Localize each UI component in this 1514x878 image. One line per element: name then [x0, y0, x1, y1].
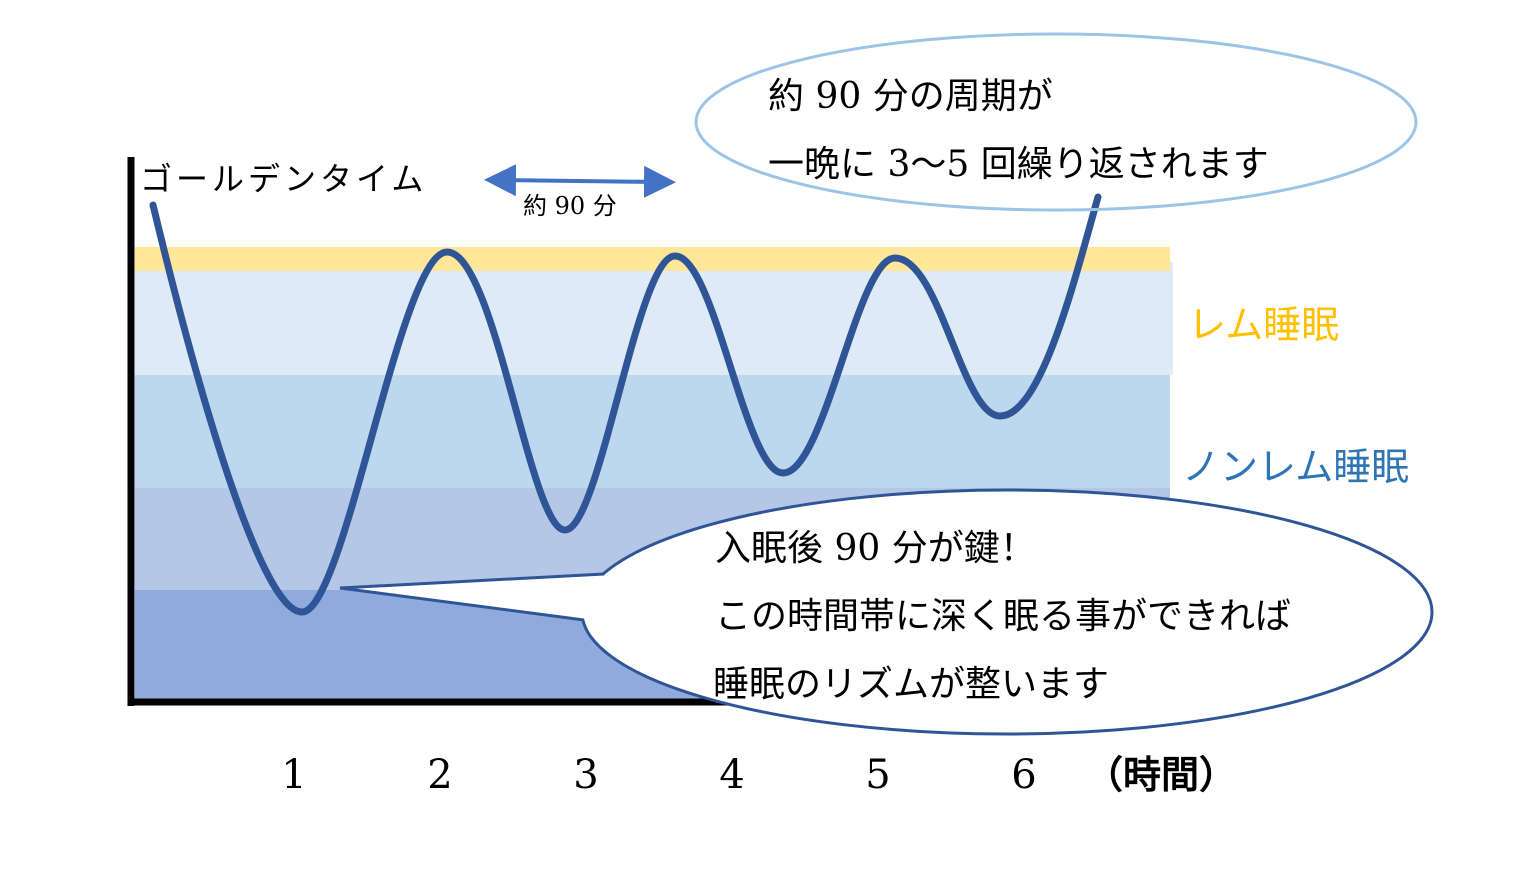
nonrem-sleep-label: ノンレム睡眠 [1182, 445, 1409, 489]
interval-label: 約 90 分 [523, 192, 617, 220]
bottom-callout: 入眠後 90 分が鍵！ この時間帯に深く眠る事ができれば 睡眠のリズムが整います [339, 488, 1434, 736]
sleep-cycle-curve [149, 193, 1102, 616]
band-rem [135, 247, 1170, 271]
top-callout: 約 90 分の周期が 一晩に 3～5 回繰り返されます [694, 32, 1418, 212]
interval-arrow [484, 164, 676, 198]
x-tick-5: 5 [865, 752, 890, 798]
band-deep-2 [135, 375, 1170, 488]
x-tick-3: 3 [573, 752, 598, 798]
golden-time-label: ゴールデンタイム [140, 160, 427, 198]
x-tick-4: 4 [719, 752, 744, 798]
x-tick-2: 2 [427, 752, 452, 798]
x-tick-6: 6 [1011, 752, 1036, 798]
callout-line-2: この時間帯に深く眠る事ができれば [715, 596, 1291, 637]
callout-line-1: 入眠後 90 分が鍵！ [715, 528, 1036, 569]
x-axis-unit: （時間） [1085, 752, 1237, 797]
rem-sleep-label: レム睡眠 [1188, 303, 1339, 347]
top-callout-line-1: 約 90 分の周期が [768, 76, 1053, 117]
callout-line-3: 睡眠のリズムが整います [713, 664, 1109, 705]
x-tick-1: 1 [281, 752, 306, 798]
top-callout-line-2: 一晩に 3～5 回繰り返されます [768, 144, 1269, 185]
